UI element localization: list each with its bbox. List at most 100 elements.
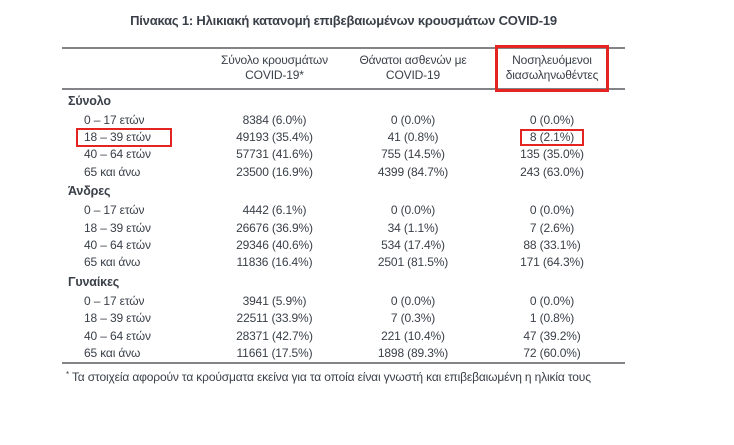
age-cell: 0 – 17 ετών: [62, 113, 202, 127]
deaths-cell: 755 (14.5%): [347, 147, 479, 161]
age-value: 0 – 17 ετών: [84, 293, 145, 308]
cases-value: 23500 (16.9%): [236, 164, 313, 179]
section-label: Σύνολο: [68, 93, 111, 108]
deaths-value: 1898 (89.3%): [377, 345, 449, 360]
age-cell: 18 – 39 ετών: [62, 128, 202, 148]
age-value: 65 και άνω: [84, 164, 141, 179]
cases-value: 4442 (6.1%): [242, 203, 307, 218]
intubated-cell: 171 (64.3%): [479, 255, 625, 269]
column-header-line: COVID-19: [385, 68, 441, 82]
deaths-cell: 41 (0.8%): [347, 130, 479, 144]
cases-value: 29346 (40.6%): [236, 238, 313, 253]
intubated-cell: 88 (33.1%): [479, 238, 625, 252]
intubated-value: 47 (39.2%): [523, 328, 581, 343]
cases-cell: 29346 (40.6%): [202, 238, 347, 252]
section-label: Γυναίκες: [68, 274, 120, 289]
intubated-value: 135 (35.0%): [520, 147, 584, 162]
deaths-value: 41 (0.8%): [387, 130, 439, 145]
table-row: 0 – 17 ετών 3941 (5.9%) 0 (0.0%) 0 (0.0%): [62, 292, 625, 309]
intubated-value: 0 (0.0%): [529, 112, 575, 127]
table-row: 40 – 64 ετών 29346 (40.6%) 534 (17.4%) 88 (…: [62, 236, 625, 253]
cases-value: 11661 (17.5%): [236, 345, 313, 360]
age-value: 18 – 39 ετών: [84, 311, 151, 326]
age-value: 40 – 64 ετών: [84, 328, 151, 343]
cases-value: 3941 (5.9%): [242, 293, 307, 308]
column-header-line: Θάνατοι ασθενών με: [359, 53, 467, 67]
intubated-value: 72 (60.0%): [523, 345, 581, 360]
cases-cell: 4442 (6.1%): [202, 203, 347, 217]
deaths-value: 755 (14.5%): [381, 147, 445, 162]
cases-value: 28371 (42.7%): [236, 328, 313, 343]
cases-cell: 22511 (33.9%): [202, 311, 347, 325]
covid-age-distribution-table: Σύνολο κρουσμάτων COVID-19* Θάνατοι ασθε…: [62, 45, 625, 364]
deaths-cell: 34 (1.1%): [347, 221, 479, 235]
age-cell: 40 – 64 ετών: [62, 238, 202, 252]
column-header-total-cases: Σύνολο κρουσμάτων COVID-19*: [202, 49, 347, 88]
age-value: 40 – 64 ετών: [84, 238, 151, 253]
footnote: * Τα στοιχεία αφορούν τα κρούσματα εκείν…: [62, 370, 686, 384]
deaths-value: 4399 (84.7%): [377, 164, 449, 179]
table-row: 18 – 39 ετών 26676 (36.9%) 34 (1.1%) 7 (2.6…: [62, 219, 625, 236]
deaths-cell: 4399 (84.7%): [347, 165, 479, 179]
cases-value: 22511 (33.9%): [236, 311, 313, 326]
intubated-cell: 0 (0.0%): [479, 113, 625, 127]
deaths-cell: 2501 (81.5%): [347, 255, 479, 269]
age-cell: 0 – 17 ετών: [62, 294, 202, 308]
table-row: 18 – 39 ετών 49193 (35.4%) 41 (0.8%) 8 (2.1…: [62, 128, 625, 148]
table-row: 0 – 17 ετών 4442 (6.1%) 0 (0.0%) 0 (0.0%): [62, 202, 625, 219]
cases-cell: 26676 (36.9%): [202, 221, 347, 235]
column-header-line: διασωληνωθέντες: [505, 68, 599, 82]
table-header-row: Σύνολο κρουσμάτων COVID-19* Θάνατοι ασθε…: [62, 45, 625, 92]
cases-cell: 3941 (5.9%): [202, 294, 347, 308]
age-value: 0 – 17 ετών: [84, 112, 145, 127]
age-cell: 18 – 39 ετών: [62, 221, 202, 235]
footnote-marker: *: [66, 370, 69, 379]
deaths-cell: 0 (0.0%): [347, 203, 479, 217]
table-title: Πίνακας 1: Ηλικιακή κατανομή επιβεβαιωμέ…: [130, 13, 557, 28]
intubated-cell: 0 (0.0%): [479, 203, 625, 217]
age-value: 18 – 39 ετών: [84, 130, 151, 145]
deaths-cell: 1898 (89.3%): [347, 346, 479, 360]
table-row: 65 και άνω 11836 (16.4%) 2501 (81.5%) 171 (…: [62, 254, 625, 271]
table-row: 0 – 17 ετών 8384 (6.0%) 0 (0.0%) 0 (0.0%): [62, 111, 625, 128]
cases-value: 26676 (36.9%): [236, 220, 313, 235]
intubated-value: 88 (33.1%): [523, 238, 581, 253]
column-header-line: COVID-19*: [245, 68, 304, 82]
table-body: Σύνολο 0 – 17 ετών 8384 (6.0%) 0 (0.0%) 0 (0…: [62, 90, 625, 364]
age-value: 18 – 39 ετών: [84, 220, 151, 235]
age-value: 40 – 64 ετών: [84, 147, 151, 162]
cases-cell: 23500 (16.9%): [202, 165, 347, 179]
intubated-cell: 47 (39.2%): [479, 329, 625, 343]
age-cell: 0 – 17 ετών: [62, 203, 202, 217]
intubated-cell: 8 (2.1%): [479, 129, 625, 147]
deaths-cell: 534 (17.4%): [347, 238, 479, 252]
age-cell: 40 – 64 ετών: [62, 329, 202, 343]
cases-value: 57731 (41.6%): [236, 147, 313, 162]
intubated-value: 0 (0.0%): [529, 293, 575, 308]
age-value: 65 και άνω: [84, 345, 141, 360]
deaths-cell: 0 (0.0%): [347, 113, 479, 127]
table-row: 40 – 64 ετών 28371 (42.7%) 221 (10.4%) 47 (…: [62, 327, 625, 344]
deaths-value: 0 (0.0%): [390, 112, 436, 127]
column-header-line: Νοσηλευόμενοι: [512, 53, 592, 67]
section-label: Άνδρες: [68, 184, 111, 199]
deaths-cell: 0 (0.0%): [347, 294, 479, 308]
intubated-value: 7 (2.6%): [529, 220, 575, 235]
cases-value: 8384 (6.0%): [242, 112, 307, 127]
age-cell: 40 – 64 ετών: [62, 147, 202, 161]
deaths-value: 2501 (81.5%): [377, 255, 449, 270]
intubated-value: 0 (0.0%): [529, 203, 575, 218]
deaths-cell: 7 (0.3%): [347, 311, 479, 325]
intubated-value: 171 (64.3%): [520, 255, 584, 270]
deaths-value: 7 (0.3%): [390, 311, 436, 326]
intubated-cell: 243 (63.0%): [479, 165, 625, 179]
deaths-value: 0 (0.0%): [390, 203, 436, 218]
cases-value: 11836 (16.4%): [236, 255, 313, 270]
age-cell: 65 και άνω: [62, 165, 202, 179]
intubated-value: 1 (0.8%): [529, 311, 575, 326]
cases-value: 49193 (35.4%): [236, 130, 313, 145]
column-header-empty: [62, 49, 202, 88]
age-cell: 18 – 39 ετών: [62, 311, 202, 325]
cases-cell: 11836 (16.4%): [202, 255, 347, 269]
